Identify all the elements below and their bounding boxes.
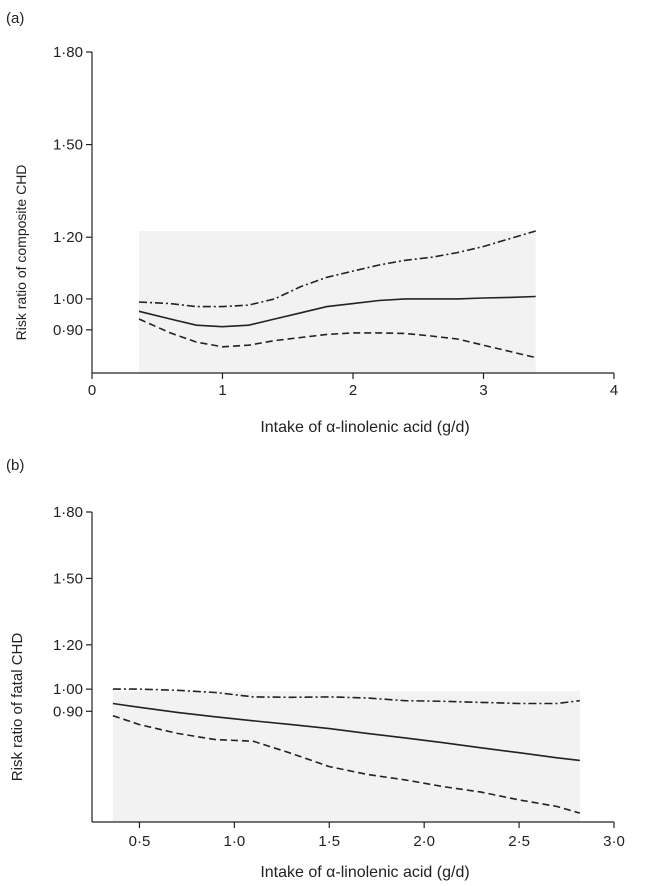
y-tick-label: 1·00 [53,291,83,308]
x-tick-label: 1 [218,382,226,399]
y-tick-label: 1·20 [53,229,83,246]
y-tick-label: 0·90 [53,322,83,339]
x-tick-label: 1·5 [318,833,340,850]
x-tick-label: 0 [88,382,96,399]
x-tick-label: 2 [349,382,357,399]
y-tick-label: 1·50 [53,137,83,154]
y-axis-label-b: Risk ratio of fatal CHD [9,633,26,782]
y-tick-label: 1·20 [53,637,83,654]
panel-a-label: (a) [6,10,24,27]
x-tick-label: 0·5 [129,833,151,850]
panel-b: (b) 0·90 1·00 1·20 1·50 1·80 0·5 1·0 1·5 2·0 2·5… [6,457,625,881]
series-line-solid [112,702,580,762]
y-tick-label: 1·50 [53,570,83,587]
panel-b-label: (b) [6,457,24,474]
x-axis-label-a: Intake of α-linolenic acid (g/d) [260,419,469,436]
x-tick-label: 2·0 [413,833,435,850]
y-axis-label-a: Risk ratio of composite CHD [13,165,29,341]
confidence-region-b [112,691,580,822]
series-line-dashed [112,714,581,814]
series-line-dash-dot [138,230,536,308]
x-axis-label-b: Intake of α-linolenic acid (g/d) [260,864,469,881]
confidence-region-a [138,231,536,373]
x-axis-a: 0 1 2 3 4 [88,372,618,399]
series-line-dash-dot [112,688,580,705]
series-line-solid [138,295,536,328]
panel-a: (a) 0·90 1·00 1·20 1·50 1·80 0 1 2 3 4 Intake of… [6,10,618,436]
series-lines-a [138,230,536,359]
y-tick-label: 0·90 [53,703,83,720]
series-lines-b [112,688,581,814]
x-tick-label: 3 [479,382,487,399]
x-tick-label: 1·0 [224,833,246,850]
y-tick-label: 1·00 [53,681,83,698]
x-tick-label: 4 [610,382,618,399]
x-axis-b: 0·5 1·0 1·5 2·0 2·5 3·0 [92,821,625,850]
y-axis-a: 0·90 1·00 1·20 1·50 1·80 [53,44,93,373]
y-axis-b: 0·90 1·00 1·20 1·50 1·80 [53,504,93,822]
y-tick-label: 1·80 [53,44,83,61]
x-tick-label: 3·0 [603,833,625,850]
y-tick-label: 1·80 [53,504,83,521]
x-tick-label: 2·5 [508,833,530,850]
